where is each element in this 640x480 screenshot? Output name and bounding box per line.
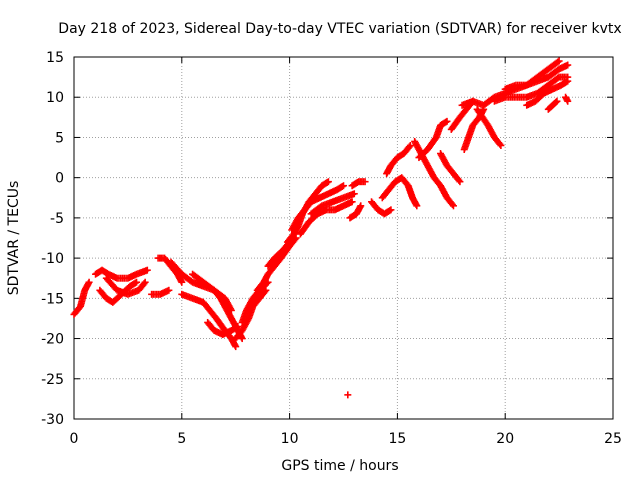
y-tick-label: -10 — [41, 251, 64, 267]
y-tick-label: -15 — [41, 291, 64, 307]
y-tick-label: -20 — [41, 332, 64, 348]
chart-title: Day 218 of 2023, Sidereal Day-to-day VTE… — [58, 21, 621, 37]
data-point — [232, 343, 240, 351]
data-point — [564, 77, 572, 85]
data-point — [261, 288, 269, 296]
data-point — [133, 278, 141, 286]
data-point — [554, 58, 562, 66]
tick-marks — [73, 56, 614, 420]
data-point — [143, 266, 151, 274]
data-point — [442, 118, 450, 126]
data-point — [348, 198, 356, 206]
data-point — [140, 280, 148, 288]
x-tick-label: 25 — [604, 431, 622, 447]
data-point — [555, 57, 563, 65]
x-tick-label: 15 — [388, 431, 406, 447]
data-point — [443, 117, 451, 125]
data-point — [564, 61, 572, 69]
x-tick-label: 0 — [70, 431, 79, 447]
data-point — [141, 278, 149, 286]
y-tick-label: -30 — [41, 412, 64, 428]
data-point — [552, 98, 560, 106]
data-point — [234, 322, 242, 330]
data-point — [448, 200, 456, 208]
x-tick-label: 20 — [496, 431, 514, 447]
x-axis-label: GPS time / hours — [281, 458, 398, 474]
y-tick-label: -5 — [50, 211, 64, 227]
data-point — [562, 78, 570, 86]
data-point — [131, 279, 139, 287]
data-point — [85, 278, 93, 286]
data-point — [406, 141, 414, 149]
data-point — [233, 323, 241, 331]
data-point — [238, 335, 246, 343]
data-point — [405, 143, 413, 151]
y-tick-label: 0 — [55, 171, 64, 187]
x-tick-label: 5 — [177, 431, 186, 447]
data-point — [387, 206, 395, 214]
grid-lines — [74, 57, 613, 419]
data-point — [449, 202, 457, 210]
y-tick-label: -25 — [41, 372, 64, 388]
y-axis-label: SDTVAR / TECUs — [6, 181, 22, 296]
data-point — [262, 286, 270, 294]
data-point — [323, 178, 331, 186]
data-point — [344, 391, 352, 399]
data-point — [361, 178, 369, 186]
plot-frame — [73, 56, 614, 420]
x-tick-labels: 0 5 10 15 20 25 — [70, 431, 622, 447]
data-point — [324, 178, 332, 186]
data-point — [455, 176, 463, 184]
x-tick-label: 10 — [281, 431, 299, 447]
data-point — [357, 202, 365, 210]
data-point — [350, 190, 358, 198]
data-point — [497, 141, 505, 149]
data-point — [338, 183, 346, 191]
data-point — [564, 97, 572, 105]
data-point — [413, 202, 421, 210]
y-tick-label: 15 — [46, 50, 64, 66]
data-point — [553, 97, 561, 105]
y-tick-label: 5 — [55, 130, 64, 146]
data-points — [70, 57, 572, 399]
data-point — [165, 286, 173, 294]
data-point — [340, 182, 347, 190]
y-tick-labels: -30 -25 -20 -15 -10 -5 0 5 10 15 — [41, 50, 64, 428]
data-point — [386, 207, 394, 215]
y-tick-label: 10 — [46, 90, 64, 106]
data-point — [178, 278, 186, 286]
data-point — [456, 178, 464, 186]
data-point — [496, 140, 504, 148]
